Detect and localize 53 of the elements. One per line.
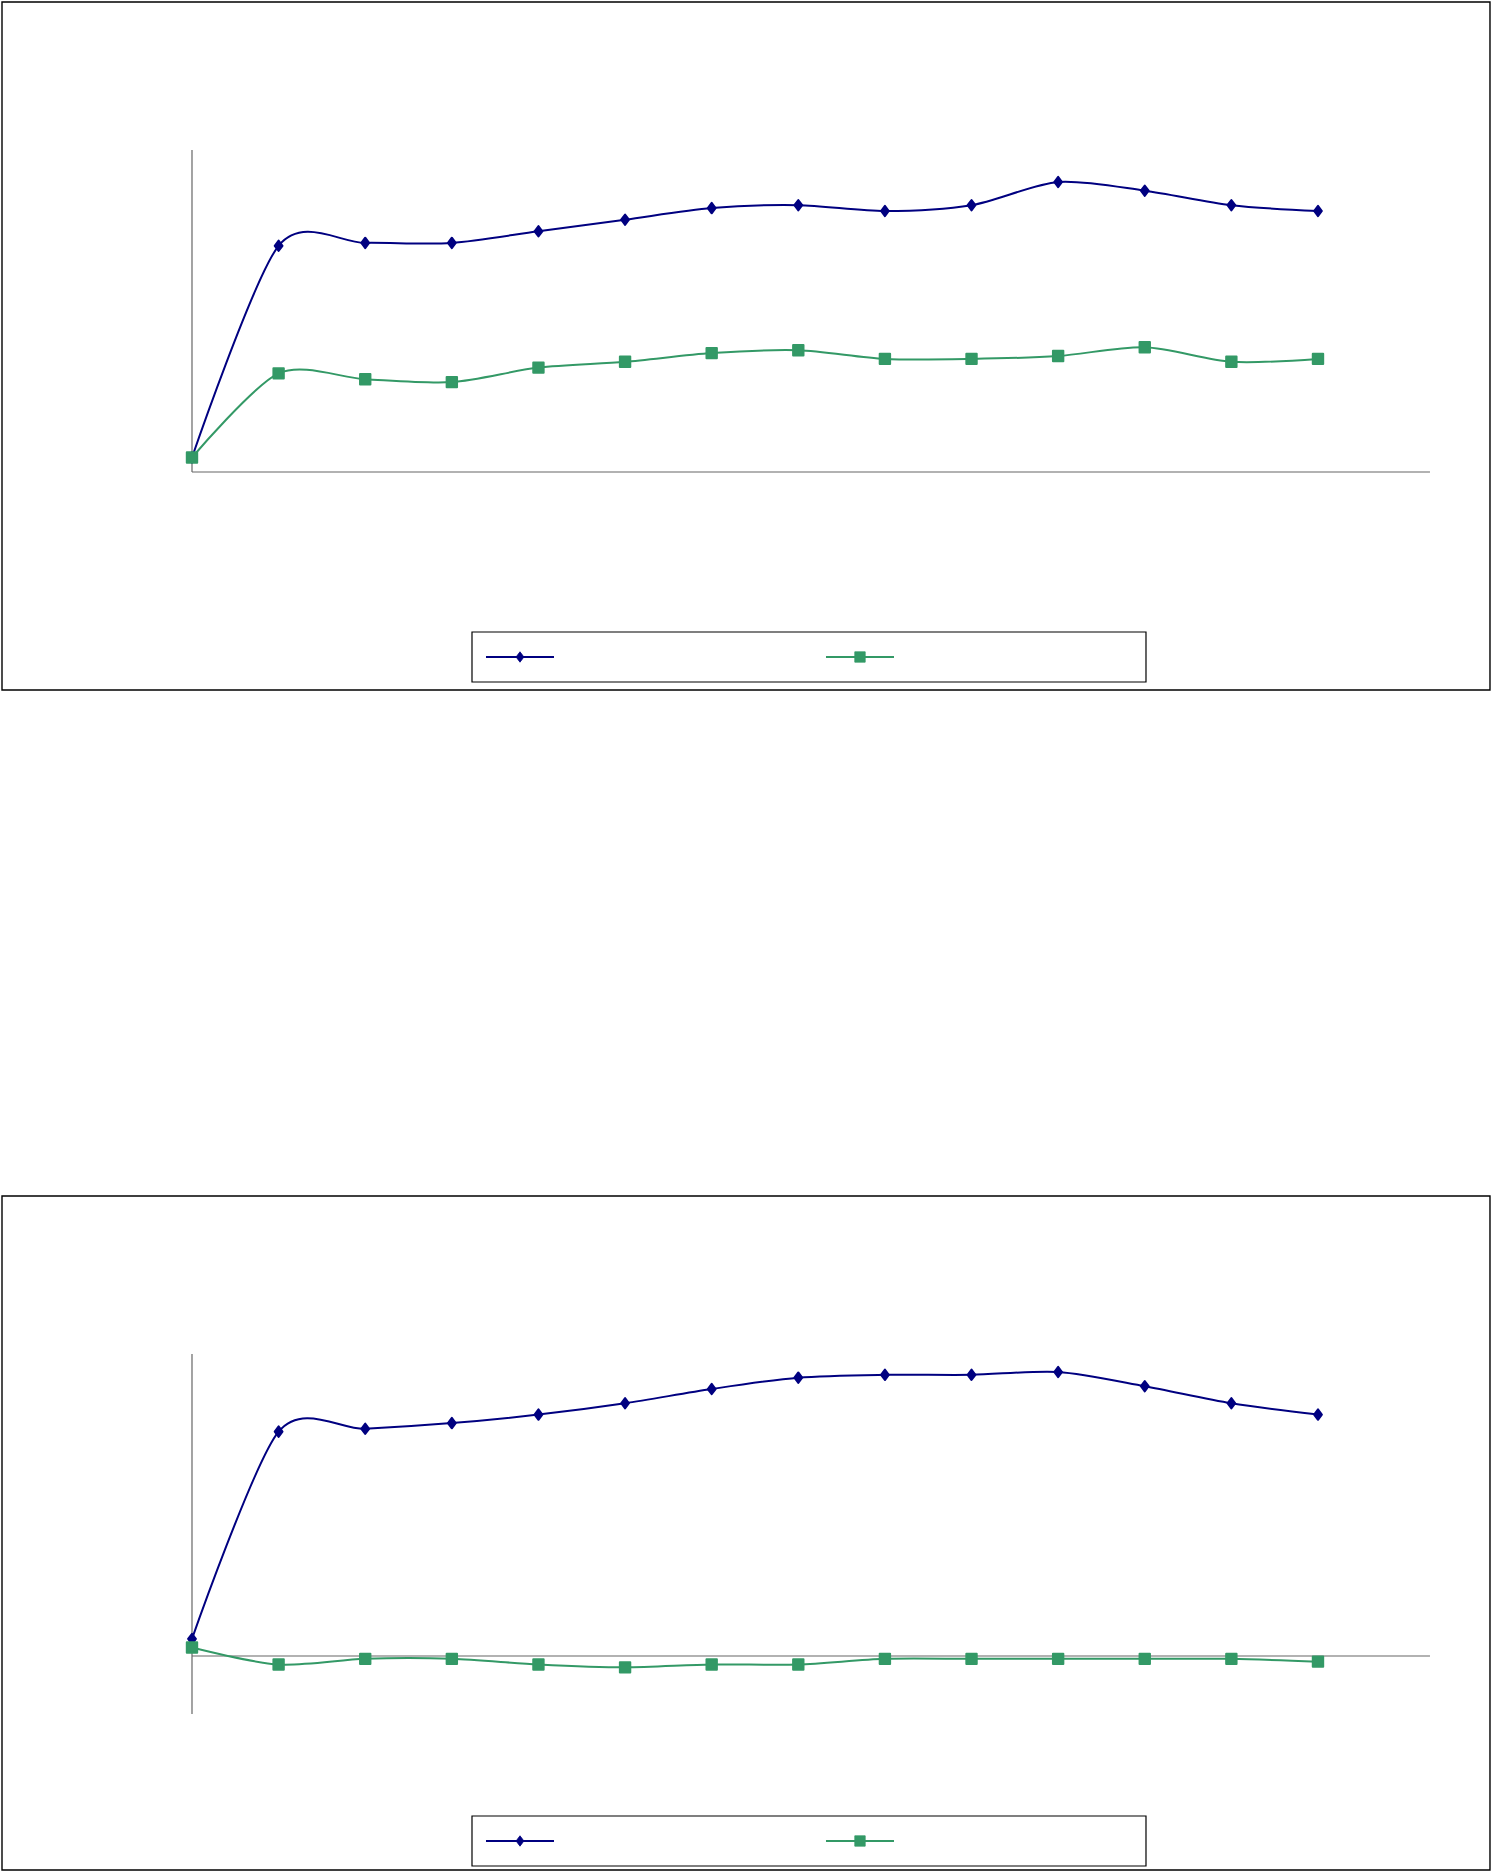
point	[446, 236, 457, 250]
point	[1138, 1652, 1151, 1666]
point	[618, 1661, 632, 1674]
point	[878, 352, 892, 366]
point	[185, 1641, 199, 1654]
point	[878, 1652, 892, 1666]
point	[705, 346, 718, 360]
point	[793, 1371, 804, 1384]
point	[705, 1658, 718, 1671]
point	[360, 1422, 371, 1435]
point	[1311, 1655, 1325, 1668]
point	[880, 1368, 890, 1382]
point	[620, 213, 630, 226]
point	[965, 352, 978, 366]
point	[792, 1658, 805, 1671]
point	[1053, 175, 1064, 189]
point	[272, 367, 285, 380]
point	[1139, 184, 1150, 197]
point	[532, 1658, 545, 1671]
point	[793, 199, 804, 212]
point	[965, 1652, 978, 1666]
point	[360, 236, 371, 250]
point	[445, 1652, 459, 1666]
point	[1226, 199, 1237, 212]
point	[533, 1408, 544, 1421]
point	[880, 204, 890, 218]
point	[359, 1652, 372, 1666]
point	[445, 375, 459, 389]
point	[273, 239, 284, 252]
point	[1053, 1365, 1064, 1379]
point	[1225, 355, 1238, 368]
point	[706, 201, 717, 215]
point	[792, 344, 805, 357]
point	[1313, 204, 1323, 218]
point	[620, 1397, 630, 1410]
point	[1225, 1652, 1238, 1666]
point	[1139, 1379, 1150, 1393]
point	[1311, 352, 1325, 366]
point	[1051, 1652, 1065, 1666]
point	[272, 1658, 285, 1671]
point	[273, 1425, 284, 1438]
point	[359, 373, 372, 386]
point	[1051, 349, 1065, 363]
point	[966, 199, 977, 212]
point	[618, 355, 632, 368]
point	[706, 1382, 717, 1396]
point	[532, 361, 545, 374]
point	[966, 1368, 977, 1382]
point	[1226, 1397, 1237, 1410]
point	[446, 1416, 457, 1430]
point	[1138, 341, 1151, 354]
point	[533, 225, 544, 238]
point	[1313, 1408, 1323, 1421]
